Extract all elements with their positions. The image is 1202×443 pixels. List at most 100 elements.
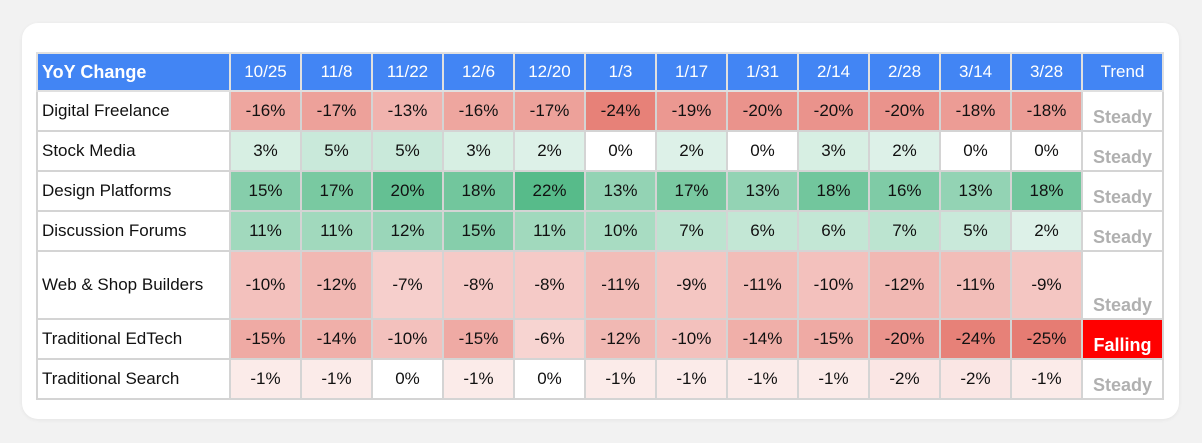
- column-header: 10/25: [229, 52, 302, 92]
- column-header: 2/28: [868, 52, 941, 92]
- table-row: Web & Shop Builders -10% -12% -7% -8% -8% -11%…: [36, 250, 1164, 320]
- value-cell: 0%: [584, 130, 657, 172]
- value-cell: -11%: [939, 250, 1012, 320]
- value-cell: 7%: [868, 210, 941, 252]
- value-cell: 0%: [726, 130, 799, 172]
- value-cell: -11%: [726, 250, 799, 320]
- value-cell: -12%: [868, 250, 941, 320]
- value-cell: -1%: [726, 358, 799, 400]
- value-cell: -15%: [229, 318, 302, 360]
- trend-steady-label: Steady: [1081, 130, 1164, 172]
- trend-steady-label: Steady: [1081, 90, 1164, 132]
- value-cell: -1%: [229, 358, 302, 400]
- yoy-table: YoY Change 10/25 11/8 11/22 12/6 12/20 1/3 1/1…: [36, 52, 1164, 400]
- column-header: 1/31: [726, 52, 799, 92]
- value-cell: -24%: [584, 90, 657, 132]
- value-cell: 15%: [442, 210, 515, 252]
- value-cell: 18%: [797, 170, 870, 212]
- row-label: Digital Freelance: [36, 90, 231, 132]
- value-cell: 17%: [655, 170, 728, 212]
- value-cell: -12%: [584, 318, 657, 360]
- value-cell: 7%: [655, 210, 728, 252]
- value-cell: 5%: [939, 210, 1012, 252]
- row-label: Discussion Forums: [36, 210, 231, 252]
- value-cell: -15%: [442, 318, 515, 360]
- value-cell: 12%: [371, 210, 444, 252]
- column-header: 1/3: [584, 52, 657, 92]
- trend-steady-label: Steady: [1081, 170, 1164, 212]
- column-header: 11/22: [371, 52, 444, 92]
- column-header: 11/8: [300, 52, 373, 92]
- value-cell: 11%: [513, 210, 586, 252]
- column-header: 3/14: [939, 52, 1012, 92]
- value-cell: 0%: [513, 358, 586, 400]
- value-cell: -12%: [300, 250, 373, 320]
- trend-falling-badge: Falling: [1081, 318, 1164, 360]
- column-header: 12/6: [442, 52, 515, 92]
- value-cell: 5%: [300, 130, 373, 172]
- table-row: Discussion Forums 11% 11% 12% 15% 11% 10% 7% 6% 6…: [36, 210, 1164, 252]
- corner-header: YoY Change: [36, 52, 231, 92]
- value-cell: -20%: [797, 90, 870, 132]
- value-cell: 17%: [300, 170, 373, 212]
- value-cell: -7%: [371, 250, 444, 320]
- value-cell: -1%: [797, 358, 870, 400]
- table-row: Design Platforms 15% 17% 20% 18% 22% 13% 17% 13%…: [36, 170, 1164, 212]
- trend-header: Trend: [1081, 52, 1164, 92]
- value-cell: -20%: [726, 90, 799, 132]
- value-cell: -18%: [939, 90, 1012, 132]
- value-cell: 10%: [584, 210, 657, 252]
- value-cell: -14%: [726, 318, 799, 360]
- value-cell: 0%: [371, 358, 444, 400]
- value-cell: -1%: [584, 358, 657, 400]
- value-cell: 13%: [726, 170, 799, 212]
- value-cell: 11%: [300, 210, 373, 252]
- value-cell: 3%: [797, 130, 870, 172]
- value-cell: -20%: [868, 318, 941, 360]
- value-cell: 18%: [442, 170, 515, 212]
- value-cell: -8%: [513, 250, 586, 320]
- value-cell: 6%: [726, 210, 799, 252]
- value-cell: 13%: [939, 170, 1012, 212]
- value-cell: 16%: [868, 170, 941, 212]
- value-cell: -9%: [1010, 250, 1083, 320]
- value-cell: -17%: [300, 90, 373, 132]
- value-cell: 15%: [229, 170, 302, 212]
- value-cell: -11%: [584, 250, 657, 320]
- value-cell: -2%: [868, 358, 941, 400]
- trend-steady-label: Steady: [1081, 250, 1164, 320]
- value-cell: -8%: [442, 250, 515, 320]
- row-label: Stock Media: [36, 130, 231, 172]
- value-cell: -10%: [371, 318, 444, 360]
- value-cell: -19%: [655, 90, 728, 132]
- value-cell: 3%: [229, 130, 302, 172]
- value-cell: 22%: [513, 170, 586, 212]
- value-cell: -17%: [513, 90, 586, 132]
- value-cell: 18%: [1010, 170, 1083, 212]
- table-row: Stock Media 3% 5% 5% 3% 2% 0% 2% 0% 3% 2% 0% 0% Stead…: [36, 130, 1164, 172]
- trend-steady-label: Steady: [1081, 210, 1164, 252]
- row-label: Design Platforms: [36, 170, 231, 212]
- value-cell: -1%: [655, 358, 728, 400]
- value-cell: 2%: [513, 130, 586, 172]
- table-row: Digital Freelance -16% -17% -13% -16% -17% -24…: [36, 90, 1164, 132]
- table-row: Traditional EdTech -15% -14% -10% -15% -6% -12…: [36, 318, 1164, 360]
- column-header: 12/20: [513, 52, 586, 92]
- value-cell: -1%: [442, 358, 515, 400]
- cropped-title-strip: [0, 0, 1202, 22]
- value-cell: -6%: [513, 318, 586, 360]
- value-cell: -16%: [442, 90, 515, 132]
- value-cell: 20%: [371, 170, 444, 212]
- row-label: Web & Shop Builders: [36, 250, 231, 320]
- value-cell: 11%: [229, 210, 302, 252]
- value-cell: -9%: [655, 250, 728, 320]
- value-cell: 2%: [655, 130, 728, 172]
- value-cell: 2%: [868, 130, 941, 172]
- value-cell: 3%: [442, 130, 515, 172]
- value-cell: 0%: [1010, 130, 1083, 172]
- value-cell: 13%: [584, 170, 657, 212]
- column-header: 2/14: [797, 52, 870, 92]
- value-cell: 5%: [371, 130, 444, 172]
- value-cell: -2%: [939, 358, 1012, 400]
- value-cell: -18%: [1010, 90, 1083, 132]
